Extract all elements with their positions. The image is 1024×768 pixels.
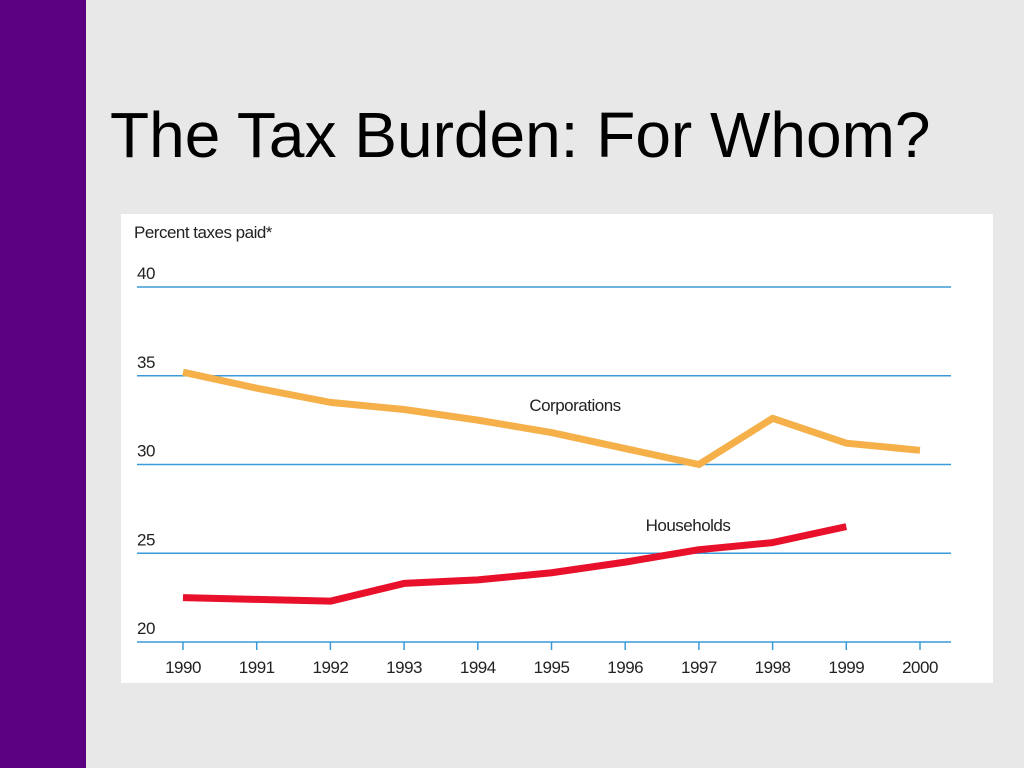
series-label: Corporations — [529, 396, 620, 415]
x-tick-label: 1994 — [460, 658, 496, 677]
chart: Percent taxes paid* 20 25 30 35 40 1990 1991 19… — [121, 214, 993, 683]
y-tick-label: 35 — [137, 353, 155, 372]
x-tick-label: 1996 — [607, 658, 643, 677]
y-tick-label: 30 — [137, 442, 155, 461]
x-tick-label: 1999 — [828, 658, 864, 677]
side-bar — [0, 0, 86, 768]
y-tick-label: 25 — [137, 530, 155, 549]
slide-title: The Tax Burden: For Whom? — [110, 99, 931, 171]
line-0 — [182, 368, 921, 468]
x-tick-label: 1995 — [534, 658, 570, 677]
x-tick-label: 1993 — [386, 658, 422, 677]
x-tick-label: 2000 — [902, 658, 938, 677]
y-tick-label: 20 — [137, 619, 155, 638]
y-tick-label: 40 — [137, 264, 155, 283]
y-axis-label: Percent taxes paid* — [134, 223, 273, 242]
line-1 — [182, 523, 848, 605]
x-tick-label: 1997 — [681, 658, 717, 677]
x-tick-label: 1992 — [312, 658, 348, 677]
x-tick-label: 1990 — [165, 658, 201, 677]
x-tick-label: 1998 — [755, 658, 791, 677]
series-label: Households — [646, 516, 731, 535]
x-tick-label: 1991 — [239, 658, 275, 677]
